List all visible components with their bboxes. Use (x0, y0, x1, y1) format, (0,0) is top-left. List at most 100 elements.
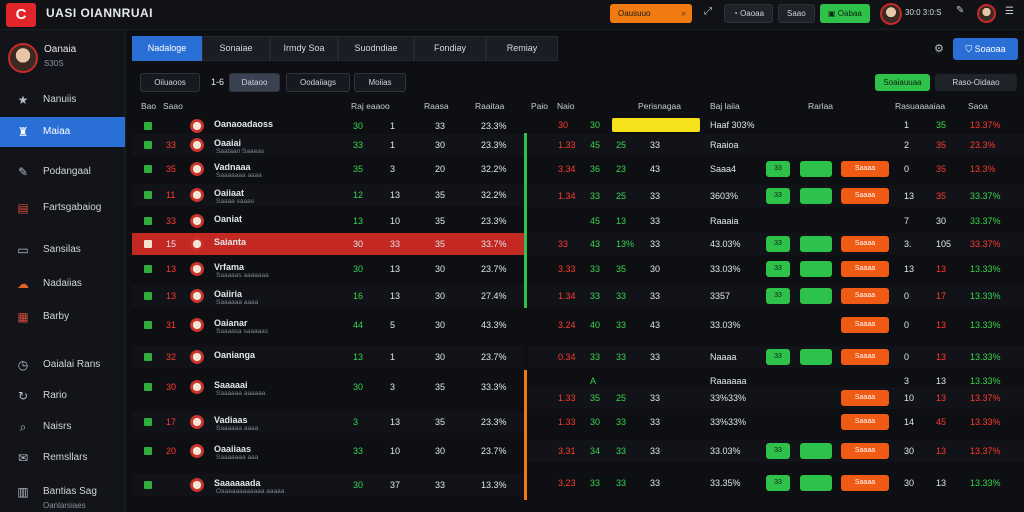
tab-3[interactable]: Suodndiae (338, 36, 414, 61)
col-header-nat[interactable]: Naio (557, 101, 575, 111)
pill-button-1[interactable]: ◔ Oaoaa (724, 4, 774, 23)
sidebar-item-0[interactable]: ★ Nanuiis (0, 85, 125, 115)
odds-row[interactable]: 3.23 33 33 33 33.35% 30 13 13.33% 33 Saaaa (528, 472, 1024, 494)
table-row[interactable]: Oanaoadaoss 30 1 33 23.3% (132, 115, 524, 137)
tab-5[interactable]: Remiay (486, 36, 558, 61)
user-avatar[interactable] (880, 3, 902, 25)
row-check-icon[interactable] (144, 481, 152, 489)
odds-row[interactable]: 1.33 45 25 33 Raaioa 2 35 23.3% (528, 134, 1024, 156)
odds-green-bar[interactable] (800, 261, 832, 277)
odds-row[interactable]: 3.33 33 35 30 33.03% 13 13 13.33% 33 Saaaa (528, 258, 1024, 280)
tab-2[interactable]: Irmdy Soa (270, 36, 338, 61)
col-header-team[interactable]: Saao (163, 101, 183, 111)
row-check-icon[interactable] (144, 165, 152, 173)
tab-1[interactable]: Sonaiae (202, 36, 270, 61)
table-row[interactable]: 20 Oaaiiaas Saaaaaaa aaa 33 10 30 23.7% (132, 440, 524, 462)
edit-icon[interactable]: ✎ (956, 5, 965, 16)
sidebar-item-2[interactable]: ✎ Podangaal (0, 157, 125, 187)
odds-orange-badge[interactable]: Saaaa (841, 390, 889, 406)
sidebar-item-1[interactable]: ♜ Maiaa (0, 117, 125, 147)
odds-green-bar[interactable] (800, 236, 832, 252)
row-check-icon[interactable] (144, 265, 152, 273)
row-check-icon[interactable] (144, 191, 152, 199)
sidebar-item-7[interactable]: ◷ Oaialai Rans (0, 350, 125, 380)
odds-orange-badge[interactable]: Saaaa (841, 414, 889, 430)
top-right-button[interactable]: ⛉ Soaoaa (953, 38, 1018, 60)
col-header-pos[interactable]: Bao (141, 101, 157, 111)
orange-action-button[interactable]: Oausuuo ⌕ (610, 4, 692, 23)
row-check-icon[interactable] (144, 321, 152, 329)
col-header-rate[interactable]: Raaitaa (475, 101, 505, 111)
odds-orange-badge[interactable]: Saaaa (841, 317, 889, 333)
odds-green-badge[interactable]: 33 (766, 349, 790, 365)
odds-green-badge[interactable]: 33 (766, 236, 790, 252)
odds-row[interactable]: 3.24 40 33 43 33.03% 0 13 13.33% Saaaa (528, 314, 1024, 336)
filter-3[interactable]: Moiias (354, 73, 406, 92)
tab-0[interactable]: Nadaloge (132, 36, 202, 61)
odds-orange-badge[interactable]: Saaaa (841, 475, 889, 491)
filter-0[interactable]: Oiiuaoos (140, 73, 200, 92)
odds-row[interactable]: A Raaaaaa 3 13 13.33% (528, 370, 1024, 392)
filter-dark-button[interactable]: Raso-Oidaao (935, 74, 1017, 91)
col-header-summary[interactable]: Rasuaaaaiaa (895, 101, 946, 111)
row-check-icon[interactable] (144, 141, 152, 149)
col-header-record[interactable]: Raj eaaoo (351, 101, 390, 111)
table-row[interactable]: 32 Oanianga 13 1 30 23.7% (132, 346, 524, 368)
odds-green-badge[interactable]: 33 (766, 475, 790, 491)
sidebar-item-4[interactable]: ▭ Sansilas (0, 235, 125, 265)
odds-row[interactable]: 1.33 35 25 33 33%33% 10 13 13.37% Saaaa (528, 387, 1024, 409)
odds-orange-badge[interactable]: Saaaa (841, 288, 889, 304)
col-header-points[interactable]: Raasa (424, 101, 449, 111)
filter-green-button[interactable]: Soaiauuaa (875, 74, 930, 91)
filter-2[interactable]: Oodaiiags (286, 73, 350, 92)
table-row[interactable]: 31 Oaianar Saaaasa saaaaas 44 5 30 43.3% (132, 314, 524, 336)
odds-green-bar[interactable] (800, 349, 832, 365)
profile-avatar[interactable] (8, 43, 38, 73)
odds-orange-badge[interactable]: Saaaa (841, 443, 889, 459)
col-header-score[interactable]: Saoa (968, 101, 988, 111)
sidebar-item-5[interactable]: ☁ Nadaiias (0, 269, 125, 299)
table-row[interactable]: 33 Oaniat 13 10 35 23.3% (132, 210, 524, 232)
table-row[interactable]: 11 Oaiiaat Saaaa saaas 12 13 35 32.2% (132, 184, 524, 206)
pill-button-2[interactable]: Saao (778, 4, 815, 23)
odds-row[interactable]: 45 13 33 Raaaia 7 30 33.37% (528, 210, 1024, 232)
table-row[interactable]: 13 Oaiiria Saaaaaa aaaa 16 13 30 27.4% (132, 285, 524, 307)
row-check-icon[interactable] (144, 292, 152, 300)
filter-1[interactable]: Dataoo (229, 73, 280, 92)
odds-orange-badge[interactable]: Saaaa (841, 349, 889, 365)
green-pill-button[interactable]: ▣ Oabaa (820, 4, 870, 23)
row-check-icon[interactable] (144, 122, 152, 130)
sidebar-item-9[interactable]: ⌕ Naisrs (0, 412, 125, 442)
col-header-bet[interactable]: Baj laiia (710, 101, 740, 111)
odds-green-badge[interactable]: 33 (766, 161, 790, 177)
odds-row[interactable]: 3.34 36 23 43 Saaa4 0 35 13.3% 33 Saaaa (528, 158, 1024, 180)
table-row[interactable]: 13 Vrfama Saaaaas aaaaaaa 30 13 30 23.7% (132, 258, 524, 280)
odds-orange-badge[interactable]: Saaaa (841, 188, 889, 204)
row-check-icon[interactable] (144, 240, 152, 248)
odds-row[interactable]: 33 43 13% 33 43.03% 3. 105 33.37% 33 Saaaa (528, 233, 1024, 255)
odds-green-bar[interactable] (800, 475, 832, 491)
highlight-yellow-badge[interactable] (612, 118, 700, 132)
row-check-icon[interactable] (144, 217, 152, 225)
team-avatar[interactable] (977, 4, 996, 23)
table-row[interactable]: 17 Vadiaas Saaaaaa aaaa 3 13 35 23.3% (132, 411, 524, 433)
odds-green-badge[interactable]: 33 (766, 261, 790, 277)
odds-row[interactable]: 1.34 33 33 33 3357 0 17 13.33% 33 Saaaa (528, 285, 1024, 307)
odds-green-badge[interactable]: 33 (766, 288, 790, 304)
sidebar-item-6[interactable]: ▦ Barby (0, 302, 125, 332)
col-header-percentage[interactable]: Perisnagaa (638, 101, 682, 111)
sidebar-item-8[interactable]: ↻ Rario (0, 381, 125, 411)
menu-icon[interactable]: ☰ (1005, 6, 1014, 17)
odds-row[interactable]: 3.31 34 33 33 33.03% 30 13 13.37% 33 Saaaa (528, 440, 1024, 462)
table-row[interactable]: 33 Oaaiai Saataan Saaeas 33 1 30 23.3% (132, 134, 524, 156)
odds-green-bar[interactable] (800, 443, 832, 459)
odds-orange-badge[interactable]: Saaaa (841, 161, 889, 177)
odds-green-bar[interactable] (800, 161, 832, 177)
row-check-icon[interactable] (144, 353, 152, 361)
expand-icon[interactable]: ⤢ (704, 6, 712, 17)
col-header-play[interactable]: Paio (531, 101, 549, 111)
odds-green-badge[interactable]: 33 (766, 188, 790, 204)
table-row[interactable]: 15 Saianta 30 33 35 33.7% (132, 233, 524, 255)
sidebar-item-11[interactable]: ▥ Bantias Sag (0, 477, 125, 507)
odds-row[interactable]: 1.34 33 25 33 3603% 13 35 33.37% 33 Saaaa (528, 185, 1024, 207)
